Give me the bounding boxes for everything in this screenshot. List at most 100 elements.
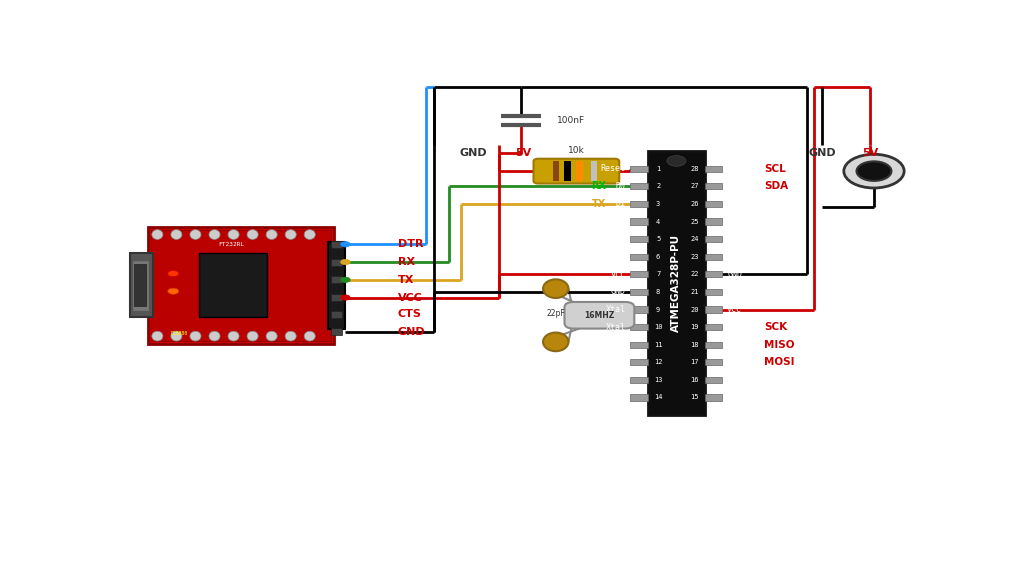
Text: D3: D3 <box>615 234 626 244</box>
Text: 7: 7 <box>656 271 660 277</box>
FancyBboxPatch shape <box>534 159 620 184</box>
Text: D1: D1 <box>615 199 626 209</box>
Text: 22: 22 <box>690 271 699 277</box>
Text: 6: 6 <box>656 254 660 260</box>
Bar <box>648 151 705 415</box>
Circle shape <box>341 242 350 247</box>
Text: 17: 17 <box>690 359 699 365</box>
Text: D0: D0 <box>727 393 737 402</box>
Bar <box>631 342 648 348</box>
Text: 16: 16 <box>690 377 699 383</box>
Bar <box>631 218 648 225</box>
Text: DCD880: DCD880 <box>171 331 188 335</box>
Ellipse shape <box>304 230 315 240</box>
Bar <box>331 259 342 266</box>
Ellipse shape <box>228 331 240 341</box>
Bar <box>553 161 559 181</box>
Ellipse shape <box>152 331 163 341</box>
Text: 9: 9 <box>656 306 660 313</box>
Bar <box>631 289 648 295</box>
Ellipse shape <box>152 230 163 240</box>
Bar <box>331 241 342 248</box>
Bar <box>705 289 722 295</box>
Ellipse shape <box>228 230 240 240</box>
Bar <box>705 377 722 383</box>
Text: Vcc: Vcc <box>727 305 742 314</box>
Bar <box>631 253 648 260</box>
Ellipse shape <box>266 230 278 240</box>
FancyBboxPatch shape <box>564 302 634 328</box>
Text: 14: 14 <box>654 395 663 400</box>
Bar <box>705 253 722 260</box>
Bar <box>631 271 648 278</box>
Text: FT232RL: FT232RL <box>219 242 245 247</box>
Bar <box>591 161 597 181</box>
Bar <box>200 253 267 317</box>
Text: 1: 1 <box>656 166 660 172</box>
Text: VCC: VCC <box>397 293 423 302</box>
Text: Xtal: Xtal <box>605 305 626 314</box>
Text: 28: 28 <box>690 166 699 172</box>
Text: GND: GND <box>610 287 626 297</box>
Text: 11: 11 <box>654 342 663 348</box>
Text: 15: 15 <box>690 395 699 400</box>
Bar <box>631 377 648 383</box>
Bar <box>705 236 722 242</box>
Text: SCK: SCK <box>765 322 787 332</box>
Text: 20: 20 <box>690 306 699 313</box>
Circle shape <box>844 154 904 188</box>
Circle shape <box>341 259 350 265</box>
Text: 27: 27 <box>690 183 699 190</box>
Ellipse shape <box>543 279 568 298</box>
Text: 16MHZ: 16MHZ <box>585 311 614 320</box>
Text: GND: GND <box>809 149 837 158</box>
Text: ATMEGA328P-PU: ATMEGA328P-PU <box>672 234 681 332</box>
Bar <box>705 271 722 278</box>
Text: GND: GND <box>727 270 742 279</box>
Text: SDA: SDA <box>765 181 788 191</box>
Text: Aref: Aref <box>727 287 748 297</box>
Bar <box>631 166 648 172</box>
Text: A3: A3 <box>727 199 737 209</box>
Text: 18: 18 <box>690 342 699 348</box>
Text: 26: 26 <box>690 201 699 207</box>
Bar <box>705 183 722 190</box>
Text: 4: 4 <box>656 218 660 225</box>
Circle shape <box>341 295 350 300</box>
Text: SCL: SCL <box>765 164 786 174</box>
Text: 3: 3 <box>656 201 660 207</box>
Text: D4: D4 <box>615 252 626 262</box>
Text: D2: D2 <box>615 217 626 226</box>
Text: RX: RX <box>397 257 415 267</box>
Text: D0: D0 <box>615 182 626 191</box>
Bar <box>631 236 648 242</box>
Text: Reset: Reset <box>601 164 626 173</box>
Text: 22pF: 22pF <box>547 309 565 317</box>
Ellipse shape <box>189 230 201 240</box>
Bar <box>705 166 722 172</box>
Bar <box>631 201 648 207</box>
Circle shape <box>168 288 179 294</box>
Bar <box>331 294 342 301</box>
Bar <box>130 253 153 317</box>
Text: 10: 10 <box>654 324 663 330</box>
Text: 5V: 5V <box>862 149 879 158</box>
Bar <box>564 161 570 181</box>
Text: A5: A5 <box>727 164 737 173</box>
Ellipse shape <box>247 230 258 240</box>
Text: D12: D12 <box>727 340 742 349</box>
Bar <box>705 201 722 207</box>
Bar <box>331 328 342 335</box>
Bar <box>577 161 583 181</box>
Circle shape <box>856 161 892 181</box>
Bar <box>631 306 648 313</box>
Text: 100nF: 100nF <box>557 116 585 124</box>
Text: 13: 13 <box>654 377 663 383</box>
Text: Vcc: Vcc <box>610 270 626 279</box>
Text: 5V: 5V <box>515 149 531 158</box>
Text: 23: 23 <box>690 254 699 260</box>
Text: 21: 21 <box>690 289 699 295</box>
Text: Xtal: Xtal <box>605 323 626 332</box>
Bar <box>147 226 334 344</box>
Ellipse shape <box>247 331 258 341</box>
